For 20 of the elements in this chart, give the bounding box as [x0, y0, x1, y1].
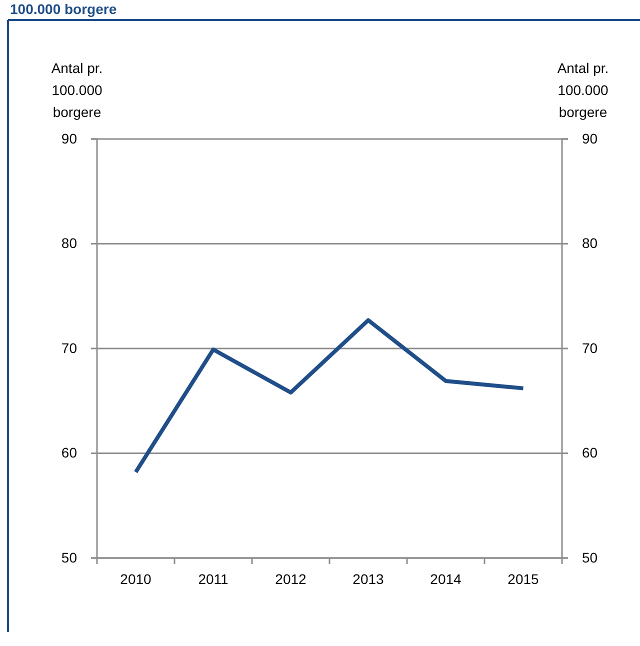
y2-tick-label: 80 — [582, 235, 598, 252]
y2-tick-label: 60 — [582, 444, 598, 461]
x-tick-label: 2014 — [430, 570, 462, 587]
line-series — [134, 318, 526, 474]
y-tick-label: 50 — [61, 549, 78, 566]
x-tick-label: 2011 — [198, 570, 229, 587]
y2-tick-label: 50 — [582, 549, 598, 566]
y-tick-label: 80 — [61, 235, 78, 252]
chart-title: 100.000 borgere — [10, 1, 117, 17]
x-tick-label: 2010 — [120, 570, 152, 587]
y2-tick-label: 70 — [582, 340, 598, 356]
y-tick-label: 70 — [61, 340, 78, 356]
y-tick-label: 60 — [61, 444, 78, 461]
y2-axis-title: Antal pr. 100.000 borgere — [557, 60, 609, 120]
x-tick-label: 2013 — [352, 570, 384, 587]
x-tick-label: 2012 — [275, 570, 307, 587]
x-tick-label: 2015 — [508, 570, 540, 587]
y-axis-title: Antal pr. 100.000 borgere — [51, 60, 103, 120]
y-tick-label: 90 — [61, 130, 78, 146]
y2-tick-label: 90 — [582, 130, 598, 146]
